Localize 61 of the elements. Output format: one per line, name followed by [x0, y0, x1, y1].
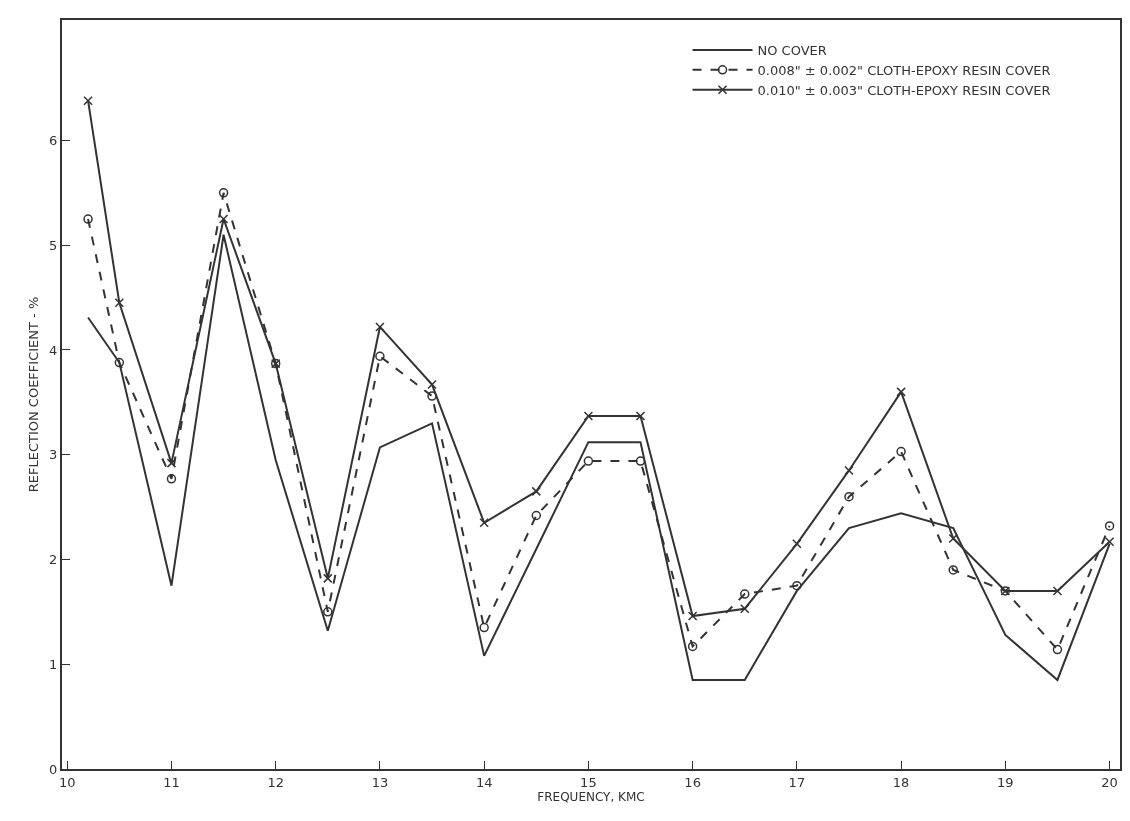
point	[375, 322, 385, 332]
point	[375, 351, 385, 362]
y-tick-label: 4	[49, 342, 58, 358]
point	[114, 298, 125, 308]
point	[583, 411, 594, 421]
point	[166, 458, 177, 468]
point	[792, 539, 802, 549]
point	[323, 607, 333, 617]
point	[792, 580, 802, 591]
point	[896, 387, 906, 397]
point	[323, 573, 333, 584]
point	[844, 491, 854, 502]
x-tick-label: 10	[58, 774, 76, 790]
point	[687, 611, 698, 621]
point	[948, 565, 958, 575]
point	[1104, 521, 1115, 531]
point	[635, 456, 646, 466]
y-tick-label: 6	[49, 133, 58, 149]
point	[740, 603, 750, 614]
point	[740, 589, 750, 599]
x-tick-label: 18	[892, 774, 910, 790]
point	[531, 486, 542, 497]
x-tick-label: 13	[371, 774, 389, 790]
x-tick-label: 19	[997, 774, 1014, 790]
x-tick-label: 11	[163, 774, 180, 790]
x-tick-label: 20	[1101, 774, 1118, 790]
point	[218, 214, 229, 224]
point	[479, 622, 489, 633]
point	[844, 465, 854, 476]
x-tick-label: 12	[267, 774, 284, 790]
y-tick-label: 5	[49, 237, 58, 253]
point	[83, 95, 93, 106]
x-tick-label: 16	[684, 774, 701, 790]
legend-label: 0.008" ± 0.002" CLOTH-EPOXY RESIN COVER	[757, 62, 1051, 78]
y-tick-label: 2	[49, 552, 58, 568]
x-tick-label: 14	[475, 774, 493, 790]
y-tick-label: 3	[49, 447, 58, 463]
point	[114, 357, 125, 368]
x-axis-title: FREQUENCY, KMC	[537, 790, 645, 804]
point	[218, 188, 229, 198]
point	[687, 641, 698, 652]
x-tick-label: 17	[788, 774, 806, 790]
point	[896, 446, 906, 457]
legend-label: NO COVER	[757, 43, 827, 58]
point	[1052, 586, 1063, 596]
point	[83, 214, 93, 224]
y-tick-label: 0	[49, 761, 58, 777]
point	[166, 474, 177, 484]
point	[531, 510, 542, 521]
point	[479, 518, 489, 528]
point	[948, 533, 958, 544]
legend-label: 0.010" ± 0.003" CLOTH-EPOXY RESIN COVER	[757, 82, 1051, 98]
point	[635, 411, 646, 421]
point	[583, 456, 594, 466]
y-axis-title: REFLECTION COEFFICIENT - %	[25, 296, 41, 493]
point	[1052, 644, 1063, 655]
point	[427, 379, 437, 390]
y-tick-label: 1	[49, 656, 58, 672]
point	[1104, 536, 1115, 547]
point	[427, 391, 437, 401]
x-tick-label: 15	[580, 774, 597, 790]
